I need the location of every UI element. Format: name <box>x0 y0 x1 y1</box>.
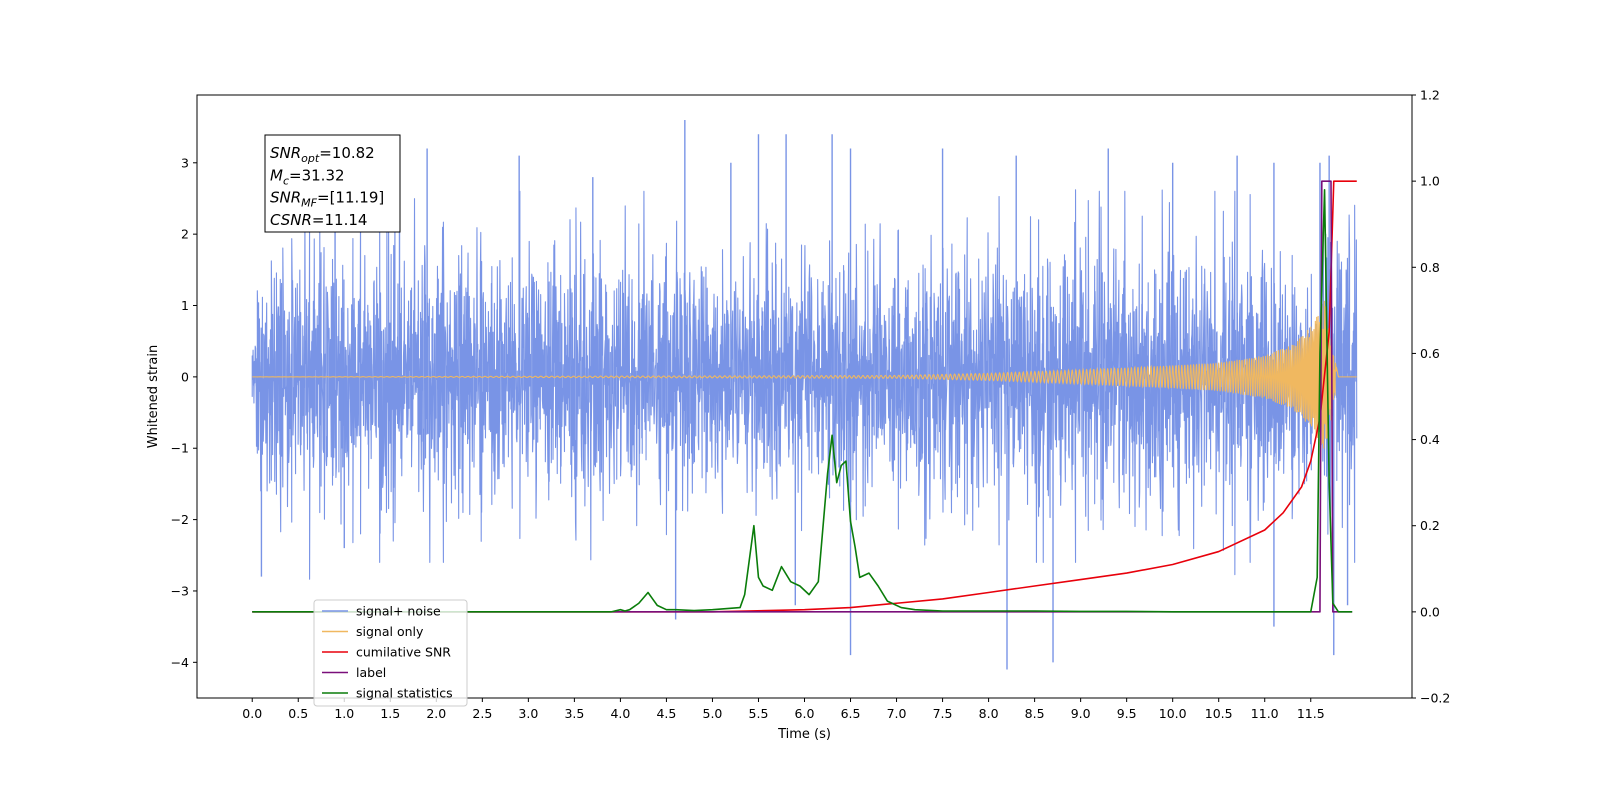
y-tick-label: 0 <box>181 369 189 384</box>
annotation-line: SNRopt=10.82 <box>270 144 375 165</box>
x-tick-label: 7.5 <box>933 706 953 721</box>
y-axis-label: Whitened strain <box>146 345 161 448</box>
x-tick-label: 4.0 <box>610 706 630 721</box>
x-tick-label: 10.5 <box>1205 706 1233 721</box>
y-tick-label: −4 <box>171 655 189 670</box>
legend-label: label <box>356 665 386 680</box>
right-axis-series-layer <box>252 180 1357 613</box>
y-axis-ticks: −4 −3 −2 −1 0 1 2 3 <box>171 155 197 670</box>
y2-tick-label: 1.2 <box>1420 88 1440 103</box>
legend-frame <box>313 599 468 707</box>
y-tick-label: −3 <box>171 583 189 598</box>
x-tick-label: 4.5 <box>656 706 676 721</box>
x-tick-label: 6.0 <box>795 706 815 721</box>
legend-label: signal+ noise <box>356 604 441 619</box>
y2-tick-label: 0.8 <box>1420 260 1440 275</box>
y-tick-label: −2 <box>171 512 189 527</box>
x-axis-ticks: 0.0 0.5 1.0 1.5 2.0 2.5 3.0 3.5 4.0 4.5 5.0 5.5 6.0 6… <box>242 698 1325 721</box>
y-tick-label: 1 <box>181 298 189 313</box>
y2-tick-label: 1.0 <box>1420 174 1440 189</box>
x-tick-label: 3.0 <box>518 706 538 721</box>
x-tick-label: 11.5 <box>1297 706 1325 721</box>
legend: signal+ noise signal only cumilative SNR la… <box>313 599 468 707</box>
annotation-line: Mc=31.32 <box>270 166 345 187</box>
x-tick-label: 5.5 <box>749 706 769 721</box>
y2-tick-label: 0.4 <box>1420 432 1440 447</box>
x-tick-label: 8.5 <box>1025 706 1045 721</box>
x-tick-label: 9.0 <box>1071 706 1091 721</box>
x-tick-label: 11.0 <box>1251 706 1279 721</box>
x-tick-label: 5.0 <box>703 706 723 721</box>
y2-tick-label: 0.6 <box>1420 346 1440 361</box>
x-tick-label: 2.5 <box>472 706 492 721</box>
x-tick-label: 10.0 <box>1159 706 1187 721</box>
legend-label: signal only <box>356 624 424 639</box>
signal-statistics-line <box>252 188 1353 613</box>
x-tick-label: 0.5 <box>288 706 308 721</box>
x-tick-label: 0.0 <box>242 706 262 721</box>
y2-tick-label: 0.0 <box>1420 604 1440 619</box>
signal-only-layer <box>252 300 1357 449</box>
x-tick-label: 7.0 <box>887 706 907 721</box>
signal-only-line <box>252 300 1357 449</box>
metrics-annotation-box: SNRopt=10.82Mc=31.32SNRMF=[11.19]CSNR=11… <box>264 134 401 233</box>
y-tick-label: −1 <box>171 441 189 456</box>
y2-tick-label: −0.2 <box>1420 691 1450 706</box>
annotation-line: SNRMF=[11.19] <box>270 189 384 210</box>
legend-label: signal statistics <box>356 686 453 701</box>
x-tick-label: 2.0 <box>426 706 446 721</box>
annotation-line: CSNR=11.14 <box>270 211 367 229</box>
y-tick-label: 3 <box>181 155 189 170</box>
y2-tick-label: 0.2 <box>1420 518 1440 533</box>
right-y-axis-ticks: −0.2 0.0 0.2 0.4 0.6 0.8 1.0 1.2 <box>1412 88 1450 706</box>
cumilative-snr-line <box>252 180 1357 613</box>
annotation-frame <box>264 134 401 233</box>
signal-noise-layer <box>251 119 1358 670</box>
x-tick-label: 9.5 <box>1117 706 1137 721</box>
legend-label: cumilative SNR <box>356 645 451 660</box>
x-tick-label: 3.5 <box>564 706 584 721</box>
x-tick-label: 8.0 <box>979 706 999 721</box>
x-axis-label: Time (s) <box>777 727 831 742</box>
x-tick-label: 1.0 <box>334 706 354 721</box>
x-tick-label: 1.5 <box>380 706 400 721</box>
y-tick-label: 2 <box>181 227 189 242</box>
x-tick-label: 6.5 <box>841 706 861 721</box>
signal-noise-line <box>251 189 1358 580</box>
